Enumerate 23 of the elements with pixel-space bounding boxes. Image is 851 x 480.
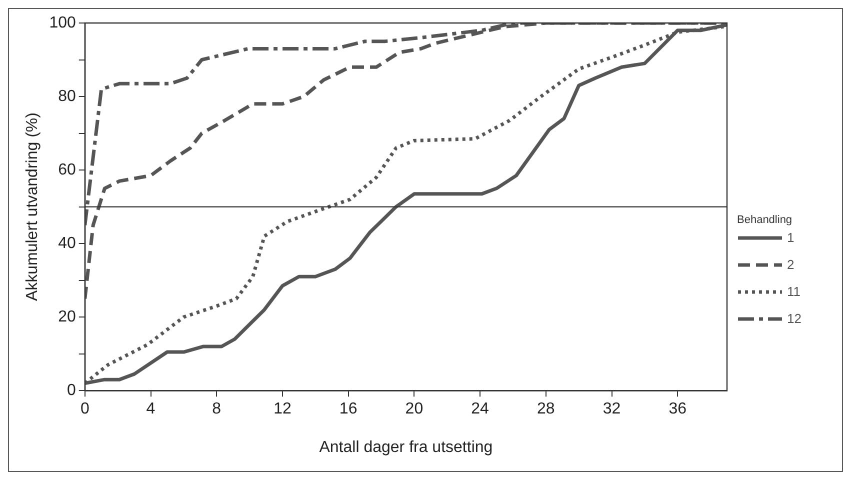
y-tick-label: 100 (49, 14, 76, 32)
y-tick-label: 0 (66, 382, 76, 400)
legend-label: 2 (787, 257, 794, 272)
y-tick-label: 60 (58, 161, 76, 178)
legend-label: 11 (787, 284, 800, 299)
x-tick-label: 8 (212, 400, 222, 418)
x-tick-label: 20 (405, 400, 424, 418)
y-axis-title: Akkumulert utvandring (%) (24, 112, 42, 302)
legend-label: 1 (787, 230, 794, 245)
legend-label: 12 (787, 311, 802, 326)
x-tick-label: 16 (339, 400, 358, 418)
x-tick-label: 0 (80, 400, 90, 418)
x-tick-label: 28 (536, 400, 555, 418)
y-tick-label: 80 (58, 88, 76, 105)
legend-title: Behandling (737, 214, 794, 226)
y-tick-label: 40 (58, 234, 76, 252)
x-axis-title: Antall dager fra utsetting (319, 438, 493, 456)
x-tick-label: 24 (471, 400, 490, 418)
y-tick-label: 20 (58, 308, 76, 326)
x-tick-label: 36 (668, 400, 687, 418)
x-tick-label: 12 (274, 400, 292, 418)
x-tick-label: 4 (146, 400, 156, 418)
x-tick-label: 32 (602, 400, 621, 418)
